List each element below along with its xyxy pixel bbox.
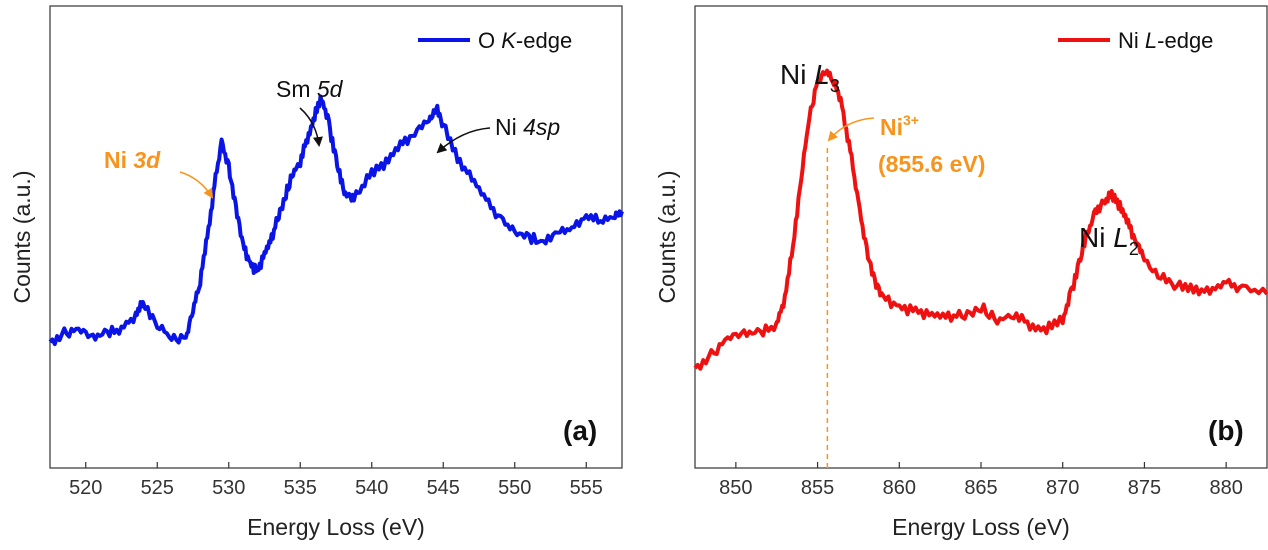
panel-b-series-ni-l-edge — [693, 68, 1268, 371]
panel-b-x-tick-label-880: 880 — [1209, 477, 1242, 499]
panel-b-x-tick-label-865: 865 — [964, 477, 997, 499]
panel-b-label: (b) — [1208, 415, 1244, 446]
panel-a-label: (a) — [563, 415, 597, 446]
panel-a-x-tick-label-550: 550 — [498, 477, 531, 499]
panel-b-y-axis-label: Counts (a.u.) — [654, 171, 680, 304]
panel-b-annotation-ni-l3: Ni L3 — [780, 59, 840, 96]
panel-a-x-tick-label-555: 555 — [570, 477, 603, 499]
panel-b-x-ticks: 850 855 860 865 870 875 880 — [719, 462, 1243, 499]
panel-b-x-tick-label-870: 870 — [1046, 477, 1079, 499]
panel-b-annotation-ni3plus-energy: (855.6 eV) — [878, 151, 985, 177]
panel-a-x-tick-label-525: 525 — [141, 477, 174, 499]
panel-b-annotation-ni-l2: Ni L2 — [1079, 222, 1139, 259]
panel-b-legend-label: Ni L-edge — [1118, 28, 1213, 53]
panel-b-x-tick-label-875: 875 — [1128, 477, 1161, 499]
panel-a-series-o-k-edge — [48, 94, 624, 347]
panel-a-arrow-sm-5d — [299, 107, 323, 147]
panel-a-y-axis-label: Counts (a.u.) — [9, 171, 35, 304]
panel-a-x-tick-label-520: 520 — [69, 477, 102, 499]
panel-b-x-axis-label: Energy Loss (eV) — [892, 514, 1070, 540]
panel-a-arrow-ni-4sp — [436, 127, 491, 154]
panel-b-arrow-ni3plus — [827, 117, 875, 142]
panel-a-x-axis-label: Energy Loss (eV) — [247, 514, 425, 540]
panel-a-legend-label: O K-edge — [478, 28, 572, 53]
panel-a-annotation-ni-3d: Ni 3d — [104, 147, 161, 173]
panel-a-annotation-ni-4sp: Ni 4sp — [495, 114, 560, 140]
panel-a-x-ticks: 520 525 530 535 540 545 550 555 — [69, 462, 603, 499]
panel-b-x-tick-label-860: 860 — [883, 477, 916, 499]
panel-b-annotation-ni3plus: Ni3+ — [880, 112, 919, 140]
panel-a-x-tick-label-530: 530 — [212, 477, 245, 499]
panel-a-x-tick-label-545: 545 — [427, 477, 460, 499]
panel-a-x-tick-label-540: 540 — [355, 477, 388, 499]
panel-b-x-tick-label-850: 850 — [719, 477, 752, 499]
panel-a-arrow-ni-3d — [179, 171, 214, 199]
panel-a-x-tick-label-535: 535 — [284, 477, 317, 499]
panel-a-annotation-sm-5d: Sm 5d — [276, 76, 344, 102]
panel-b: 850 855 860 865 870 875 880 Ni L-edge (b) Ni L… — [654, 5, 1268, 540]
panel-b-x-tick-label-855: 855 — [801, 477, 834, 499]
panel-a: 520 525 530 535 540 545 550 555 O K-edge (a) Ni… — [9, 5, 624, 540]
panel-a-frame — [49, 5, 623, 469]
